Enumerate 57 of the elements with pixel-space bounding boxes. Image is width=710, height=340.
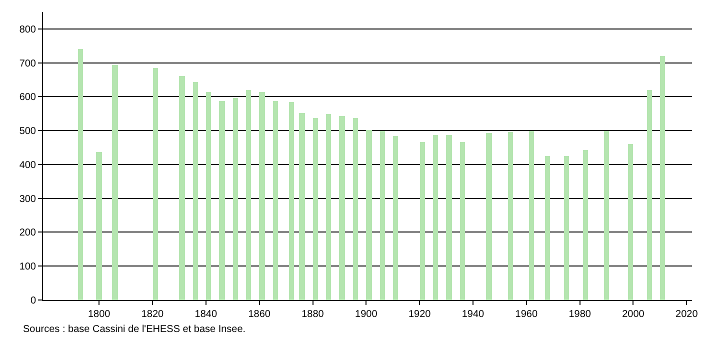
- y-tick-label: 200: [19, 228, 36, 239]
- bar: [326, 114, 331, 300]
- bar: [647, 90, 652, 300]
- bar: [628, 144, 633, 300]
- y-tick-label: 500: [19, 126, 36, 138]
- y-tick-label: 300: [19, 194, 36, 205]
- x-tick-label: 2020: [676, 309, 698, 320]
- bar: [460, 142, 465, 300]
- x-tick-label: 1980: [568, 309, 592, 320]
- x-tick-label: 1820: [141, 309, 164, 320]
- bar: [233, 98, 238, 300]
- bar: [353, 118, 358, 300]
- x-tick-label: 1840: [194, 309, 218, 320]
- bar: [179, 76, 185, 300]
- bar: [393, 136, 398, 300]
- y-tick-label: 700: [19, 58, 36, 70]
- bar: [259, 92, 265, 300]
- y-tick-label: 800: [19, 24, 36, 36]
- bar: [193, 82, 198, 300]
- bar: [446, 135, 452, 300]
- bar: [273, 101, 278, 300]
- bar: [508, 132, 513, 300]
- bar: [206, 92, 211, 300]
- source-note: Sources : base Cassini de l'EHESS et base Insee.: [23, 324, 246, 335]
- x-tick-label: 1920: [408, 309, 432, 320]
- bar: [529, 131, 534, 300]
- bar: [366, 130, 372, 300]
- x-tick-label: 1860: [248, 309, 271, 320]
- bar: [313, 118, 318, 300]
- x-tick-label: 1940: [462, 309, 485, 320]
- bar: [545, 156, 550, 300]
- bar: [420, 142, 425, 300]
- bar: [564, 156, 569, 300]
- x-tick-label: 2000: [622, 309, 645, 320]
- bar: [299, 113, 305, 300]
- bar: [583, 150, 588, 300]
- bar: [486, 133, 492, 300]
- bar: [604, 131, 609, 300]
- y-tick-label: 600: [19, 92, 36, 104]
- bar: [219, 101, 225, 300]
- bar: [96, 152, 102, 300]
- bar: [660, 56, 665, 300]
- bar: [380, 131, 385, 300]
- bar: [153, 68, 158, 300]
- bar: [339, 116, 345, 300]
- bar: [78, 49, 83, 300]
- y-tick-label: 100: [19, 262, 36, 273]
- bar: [112, 65, 118, 300]
- x-tick-label: 1960: [515, 309, 538, 320]
- bar: [246, 90, 251, 300]
- bar: [289, 102, 294, 300]
- x-tick-label: 1880: [302, 309, 324, 320]
- y-tick-label: 0: [30, 296, 36, 306]
- y-tick-label: 400: [19, 160, 36, 171]
- x-tick-label: 1800: [88, 309, 111, 320]
- x-tick-label: 1900: [355, 309, 378, 320]
- bar: [433, 135, 438, 300]
